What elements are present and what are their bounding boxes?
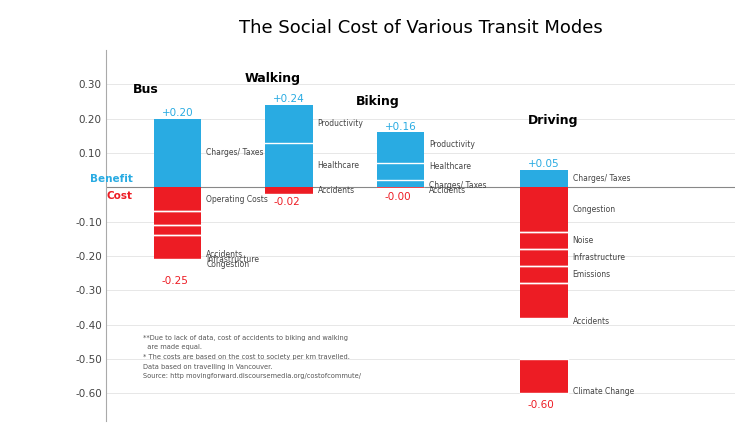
Bar — [520, 187, 568, 232]
Bar — [520, 249, 568, 266]
Bar — [376, 187, 424, 188]
Text: Climate Change: Climate Change — [572, 387, 634, 396]
Bar — [376, 132, 424, 163]
Text: Accidents: Accidents — [429, 186, 466, 195]
Text: +0.24: +0.24 — [273, 94, 305, 104]
Text: Emissions: Emissions — [572, 270, 610, 279]
Text: Cost: Cost — [107, 191, 133, 201]
Bar — [520, 266, 568, 283]
Text: +0.16: +0.16 — [385, 122, 416, 132]
Text: -0.02: -0.02 — [273, 197, 300, 207]
Text: Accidents: Accidents — [318, 186, 355, 195]
Text: Walking: Walking — [244, 72, 301, 85]
Bar — [520, 232, 568, 249]
Bar — [376, 180, 424, 187]
Text: Productivity: Productivity — [318, 119, 364, 128]
Text: Data based on travelling in Vancouver.: Data based on travelling in Vancouver. — [142, 363, 272, 370]
Bar — [520, 359, 568, 393]
Bar — [376, 163, 424, 180]
Bar — [154, 225, 202, 235]
Bar — [154, 119, 202, 187]
Text: Infrastructure: Infrastructure — [572, 253, 626, 262]
Text: Congestion: Congestion — [572, 205, 616, 214]
Text: Biking: Biking — [356, 95, 400, 108]
Text: Healthcare: Healthcare — [429, 162, 471, 171]
Text: -0.00: -0.00 — [385, 192, 411, 202]
Bar — [266, 187, 313, 194]
Bar — [154, 235, 202, 259]
Text: Operating Costs: Operating Costs — [206, 195, 268, 204]
Text: Charges/ Taxes: Charges/ Taxes — [572, 174, 630, 183]
Text: Charges/ Taxes: Charges/ Taxes — [429, 181, 487, 190]
Text: Source: http movingforward.discoursemedia.org/costofcommute/: Source: http movingforward.discoursemedi… — [142, 373, 361, 379]
Text: Driving: Driving — [528, 114, 578, 127]
Bar — [266, 143, 313, 187]
Text: **Due to lack of data, cost of accidents to biking and walking: **Due to lack of data, cost of accidents… — [142, 335, 347, 341]
Bar — [520, 170, 568, 187]
Text: Productivity: Productivity — [429, 140, 475, 149]
Text: Accidents: Accidents — [206, 250, 244, 259]
Text: -0.25: -0.25 — [162, 276, 188, 286]
Bar — [266, 105, 313, 143]
Text: Noise: Noise — [572, 236, 594, 245]
Text: Healthcare: Healthcare — [318, 161, 360, 169]
Text: +0.20: +0.20 — [162, 108, 194, 118]
Text: Infrastructure: Infrastructure — [206, 255, 260, 264]
Title: The Social Cost of Various Transit Modes: The Social Cost of Various Transit Modes — [238, 19, 602, 37]
Text: Accidents: Accidents — [572, 317, 610, 326]
Bar — [520, 283, 568, 318]
Bar — [154, 211, 202, 225]
Text: Benefit: Benefit — [90, 174, 133, 184]
Text: -0.60: -0.60 — [528, 400, 555, 410]
Bar — [154, 187, 202, 211]
Text: +0.05: +0.05 — [528, 159, 560, 169]
Text: are made equal.: are made equal. — [142, 345, 202, 350]
Text: Bus: Bus — [133, 83, 159, 95]
Text: * The costs are based on the cost to society per km travelled.: * The costs are based on the cost to soc… — [142, 354, 350, 360]
Text: Charges/ Taxes: Charges/ Taxes — [206, 148, 264, 158]
Text: Congestion: Congestion — [206, 260, 250, 269]
